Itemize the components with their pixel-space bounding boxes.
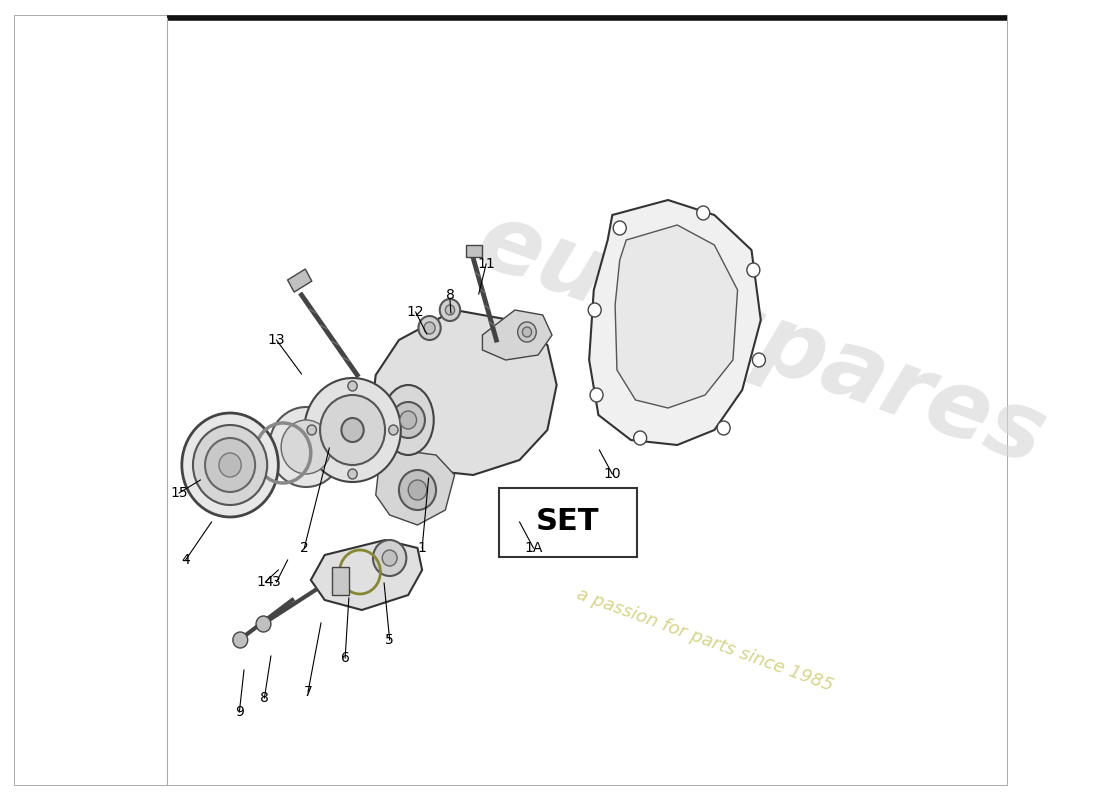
Circle shape: [182, 413, 278, 517]
Circle shape: [205, 438, 255, 492]
Bar: [287, 269, 311, 292]
Circle shape: [348, 381, 358, 391]
Text: 13: 13: [267, 333, 285, 347]
Circle shape: [400, 411, 417, 429]
Circle shape: [392, 402, 425, 438]
Text: a passion for parts since 1985: a passion for parts since 1985: [574, 585, 836, 695]
Polygon shape: [615, 225, 738, 408]
Circle shape: [752, 353, 766, 367]
Text: 11: 11: [477, 257, 495, 271]
Circle shape: [408, 480, 427, 500]
Circle shape: [282, 420, 331, 474]
Text: 2: 2: [300, 541, 309, 555]
Circle shape: [418, 316, 441, 340]
Polygon shape: [376, 450, 454, 525]
Circle shape: [717, 421, 730, 435]
Text: 4: 4: [182, 553, 190, 567]
Text: 5: 5: [385, 633, 394, 647]
Text: SET: SET: [536, 507, 600, 537]
Text: 15: 15: [170, 486, 188, 500]
Circle shape: [518, 322, 536, 342]
Circle shape: [424, 322, 436, 334]
Bar: [332, 567, 349, 595]
Circle shape: [388, 425, 398, 435]
Text: 14: 14: [256, 575, 274, 589]
Text: eurospares: eurospares: [464, 194, 1057, 486]
Circle shape: [270, 407, 343, 487]
Circle shape: [747, 263, 760, 277]
Text: 9: 9: [235, 705, 244, 719]
Text: 8: 8: [260, 691, 268, 705]
Polygon shape: [311, 540, 422, 610]
Circle shape: [348, 469, 358, 479]
Circle shape: [320, 395, 385, 465]
Polygon shape: [371, 310, 557, 475]
Polygon shape: [590, 200, 761, 445]
Text: 1: 1: [418, 541, 427, 555]
Circle shape: [590, 388, 603, 402]
Text: 12: 12: [407, 305, 425, 319]
Circle shape: [382, 550, 397, 566]
Text: 6: 6: [341, 651, 350, 665]
Circle shape: [696, 206, 710, 220]
Circle shape: [446, 305, 454, 315]
Circle shape: [440, 299, 460, 321]
Polygon shape: [483, 310, 552, 360]
Ellipse shape: [383, 385, 433, 455]
Circle shape: [634, 431, 647, 445]
Text: 10: 10: [604, 467, 622, 481]
Circle shape: [233, 632, 248, 648]
Circle shape: [305, 378, 400, 482]
Text: 3: 3: [272, 575, 280, 589]
Bar: [465, 245, 483, 257]
Circle shape: [307, 425, 317, 435]
Circle shape: [219, 453, 241, 477]
Text: 1A: 1A: [525, 541, 542, 555]
Circle shape: [588, 303, 602, 317]
FancyBboxPatch shape: [499, 488, 637, 557]
Circle shape: [256, 616, 271, 632]
Circle shape: [373, 540, 406, 576]
Circle shape: [192, 425, 267, 505]
Circle shape: [613, 221, 626, 235]
Circle shape: [522, 327, 531, 337]
Text: 8: 8: [446, 288, 454, 302]
Circle shape: [341, 418, 364, 442]
Circle shape: [399, 470, 436, 510]
Text: 7: 7: [304, 685, 312, 699]
